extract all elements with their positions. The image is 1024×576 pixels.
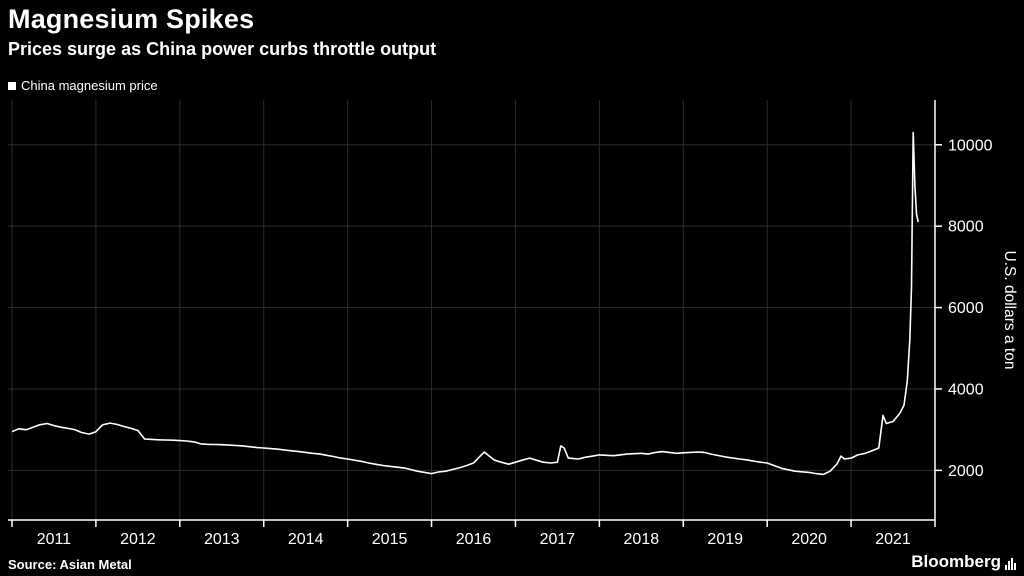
x-tick-label: 2016: [456, 531, 492, 548]
y-tick-label: 10000: [948, 137, 993, 154]
x-tick-label: 2020: [791, 531, 827, 548]
chart-canvas: 2000 4000 6000 8000 10000 2011 2012 2013 2014 201…: [8, 100, 1018, 548]
legend-label: China magnesium price: [21, 78, 158, 93]
legend-marker-icon: [8, 81, 16, 90]
brand: Bloomberg: [911, 552, 1016, 572]
y-axis-title: U.S. dollars a ton: [1001, 251, 1018, 370]
bloomberg-terminal-icon: [1005, 558, 1016, 572]
chart-title: Magnesium Spikes: [8, 4, 255, 34]
y-tick-label: 2000: [948, 463, 984, 480]
chart-subtitle: Prices surge as China power curbs thrott…: [8, 39, 437, 59]
source-label: Source: Asian Metal: [8, 557, 132, 572]
bloomberg-wordmark: Bloomberg: [911, 552, 1001, 571]
x-tick-label: 2013: [204, 531, 240, 548]
legend: China magnesium price: [8, 78, 158, 93]
y-tick-label: 6000: [948, 300, 984, 317]
x-tick-label: 2012: [120, 531, 156, 548]
x-tick-label: 2021: [875, 531, 911, 548]
x-tick-label: 2011: [37, 531, 72, 548]
x-tick-label: 2017: [540, 531, 576, 548]
x-tick-label: 2018: [624, 531, 660, 548]
chart-footer: Source: Asian Metal Bloomberg: [8, 552, 1016, 572]
price-line: [11, 131, 919, 476]
x-tick-label: 2019: [707, 531, 743, 548]
x-tick-label: 2015: [372, 531, 408, 548]
y-tick-label: 8000: [948, 219, 984, 236]
y-tick-label: 4000: [948, 381, 984, 398]
x-tick-label: 2014: [288, 531, 324, 548]
